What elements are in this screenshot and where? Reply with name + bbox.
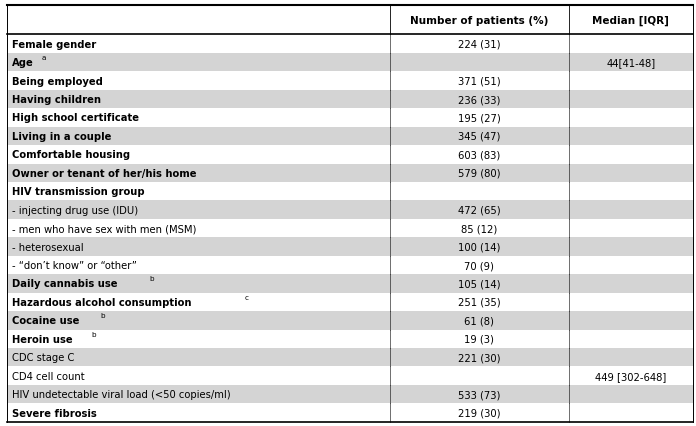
Text: Cocaine use: Cocaine use [12, 316, 79, 325]
Text: 105 (14): 105 (14) [458, 279, 500, 289]
Text: HIV undetectable viral load (<50 copies/ml): HIV undetectable viral load (<50 copies/… [12, 389, 230, 399]
Bar [7, 72, 693, 91]
Text: - “don’t know” or “other”: - “don’t know” or “other” [12, 260, 136, 271]
Text: 345 (47): 345 (47) [458, 132, 500, 141]
Text: Hazardous alcohol consumption: Hazardous alcohol consumption [12, 297, 191, 307]
Text: Heroin use: Heroin use [12, 334, 72, 344]
Bar [7, 109, 693, 127]
Text: 195 (27): 195 (27) [458, 113, 500, 123]
Text: Hazardous alcohol consumption: Hazardous alcohol consumption [12, 297, 191, 307]
Text: 371 (51): 371 (51) [458, 76, 500, 86]
Text: Comfortable housing: Comfortable housing [12, 150, 130, 160]
Text: Heroin use: Heroin use [12, 334, 72, 344]
Text: Being employed: Being employed [12, 76, 103, 86]
Text: 579 (80): 579 (80) [458, 168, 500, 178]
Text: Cocaine use: Cocaine use [12, 316, 79, 325]
Bar [7, 348, 693, 367]
Text: Living in a couple: Living in a couple [12, 132, 111, 141]
Bar [7, 330, 693, 348]
Bar [7, 403, 693, 422]
Text: - heterosexual: - heterosexual [12, 242, 84, 252]
Bar [7, 238, 693, 256]
Text: 224 (31): 224 (31) [458, 40, 500, 49]
Text: 19 (3): 19 (3) [464, 334, 494, 344]
Bar [7, 367, 693, 385]
Bar [7, 146, 693, 164]
Bar [7, 385, 693, 403]
Text: Number of patients (%): Number of patients (%) [410, 16, 548, 26]
Text: CD4 cell count: CD4 cell count [12, 371, 84, 381]
Text: CDC stage C: CDC stage C [12, 352, 74, 363]
Text: 219 (30): 219 (30) [458, 408, 500, 417]
Text: c: c [245, 294, 249, 300]
Bar [7, 311, 693, 330]
Text: 533 (73): 533 (73) [458, 389, 500, 399]
Text: - injecting drug use (IDU): - injecting drug use (IDU) [12, 205, 138, 215]
Text: Age: Age [12, 58, 33, 68]
Text: Having children: Having children [12, 95, 101, 105]
Text: High school certificate: High school certificate [12, 113, 139, 123]
Bar [7, 127, 693, 146]
Bar [7, 164, 693, 183]
Bar [7, 201, 693, 219]
Text: Age: Age [12, 58, 33, 68]
Text: 603 (83): 603 (83) [458, 150, 500, 160]
Text: a: a [41, 55, 46, 61]
Bar [7, 91, 693, 109]
Text: 472 (65): 472 (65) [458, 205, 500, 215]
Text: Median [IQR]: Median [IQR] [592, 16, 670, 26]
Text: 61 (8): 61 (8) [464, 316, 494, 325]
Bar [7, 256, 693, 275]
Text: b: b [150, 276, 154, 282]
Bar [7, 293, 693, 311]
Text: 251 (35): 251 (35) [458, 297, 500, 307]
Text: Owner or tenant of her/his home: Owner or tenant of her/his home [12, 168, 196, 178]
Text: Daily cannabis use: Daily cannabis use [12, 279, 118, 289]
Text: Severe fibrosis: Severe fibrosis [12, 408, 97, 417]
Text: 236 (33): 236 (33) [458, 95, 500, 105]
Bar [7, 219, 693, 238]
Bar [7, 183, 693, 201]
Text: 44[41-48]: 44[41-48] [606, 58, 656, 68]
Text: 100 (14): 100 (14) [458, 242, 500, 252]
Text: 70 (9): 70 (9) [464, 260, 494, 271]
Bar [7, 275, 693, 293]
Bar [7, 35, 693, 54]
Text: b: b [100, 312, 105, 319]
Text: 221 (30): 221 (30) [458, 352, 500, 363]
Text: 85 (12): 85 (12) [461, 224, 498, 233]
Text: 449 [302-648]: 449 [302-648] [595, 371, 667, 381]
Bar [7, 54, 693, 72]
Text: Daily cannabis use: Daily cannabis use [12, 279, 118, 289]
Text: HIV transmission group: HIV transmission group [12, 187, 145, 197]
Text: b: b [91, 331, 96, 337]
Bar [7, 6, 693, 35]
Text: - men who have sex with men (MSM): - men who have sex with men (MSM) [12, 224, 196, 233]
Text: Female gender: Female gender [12, 40, 96, 49]
